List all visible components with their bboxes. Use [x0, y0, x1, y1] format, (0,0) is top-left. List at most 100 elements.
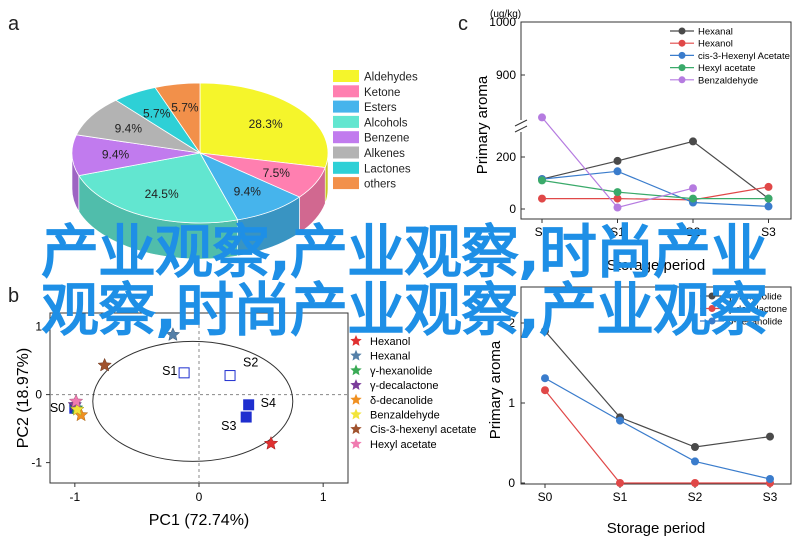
- series-point: [689, 137, 697, 146]
- x-tick-label: -1: [69, 490, 80, 504]
- y-tick-label: 2: [508, 316, 515, 330]
- x-tick-label: S0: [538, 490, 553, 504]
- series-point: [541, 386, 549, 395]
- legend-label: Aldehydes: [364, 72, 418, 84]
- legend-marker: [678, 76, 686, 84]
- x-axis-title: Storage period: [607, 520, 705, 537]
- overlay-text-line-1: 产业观察,产业观察,时尚产业: [40, 218, 768, 286]
- legend-label: δ-decanolide: [728, 317, 782, 328]
- legend-star: [350, 423, 362, 435]
- x-tick-label: 1: [320, 490, 327, 504]
- sample-label: S2: [243, 356, 258, 370]
- legend-label: γ-hexanolide: [370, 365, 432, 377]
- legend-label: Lactones: [364, 163, 411, 175]
- legend-label: cis-3-Hexenyl Acetate: [698, 51, 790, 62]
- y-tick-label: 0: [508, 476, 515, 490]
- legend-label: Cis-3-hexenyl acetate: [370, 424, 476, 436]
- x-tick-label: 0: [196, 490, 203, 504]
- loading-point: [165, 327, 181, 341]
- series-point: [541, 327, 549, 335]
- x-axis-title: Storage period: [607, 257, 705, 274]
- series-point: [541, 374, 549, 383]
- y-tick-label: -1: [31, 456, 42, 470]
- legend-swatch: [333, 70, 359, 82]
- sample-point: [240, 411, 252, 423]
- series-point: [613, 156, 622, 165]
- legend-marker: [708, 292, 716, 300]
- pie-label: 7.5%: [263, 166, 291, 180]
- legend-marker: [678, 39, 686, 47]
- x-tick-label: S3: [761, 225, 776, 239]
- series-line: [544, 377, 771, 480]
- y-axis-title: PC2 (18.97%): [15, 348, 32, 449]
- series-point: [613, 188, 622, 197]
- legend-marker: [678, 51, 686, 59]
- pie-slice-benzene: [71, 134, 201, 177]
- pie-slice-alcohols: [78, 152, 239, 224]
- series-line: [544, 389, 770, 484]
- pie-slice-aldehydes: [199, 82, 329, 168]
- legend-star: [350, 349, 362, 361]
- loading-point: [70, 401, 85, 416]
- series-point: [538, 113, 546, 122]
- series-point: [689, 194, 697, 203]
- legend-swatch: [333, 100, 359, 113]
- legend-swatch: [333, 177, 359, 190]
- pie-label: 5.7%: [171, 101, 199, 115]
- sample-label: S3: [221, 419, 236, 433]
- series-line: [542, 186, 769, 201]
- x-tick-label: S0: [535, 225, 550, 239]
- axis-break: [514, 119, 528, 127]
- pie-label: 9.4%: [115, 122, 143, 136]
- unit-label: (ug/kg): [490, 9, 521, 20]
- legend-label: Alkenes: [364, 148, 405, 160]
- series-point: [766, 432, 774, 441]
- loading-point: [263, 435, 279, 450]
- legend-label: Hexanal: [698, 27, 733, 38]
- y-tick-label: 1: [508, 396, 515, 410]
- overlay-text-line-2: 观察,时尚产业观察,产业观察: [40, 276, 768, 344]
- series-point: [538, 176, 546, 185]
- loading-point: [97, 357, 112, 372]
- pie-label: 9.4%: [102, 148, 130, 162]
- pie-chart: 28.3%7.5%9.4%24.5%9.4%9.4%5.7% 5.7%: [71, 82, 329, 260]
- line-chart-bottom: 2 1 0 S0 S1 S2 S3 Storage period Primary aroma γ-…: [487, 286, 792, 537]
- pie-slice-esters: [199, 152, 301, 221]
- sample-label: S0: [50, 401, 65, 415]
- series-point: [538, 194, 546, 203]
- x-tick-label: S3: [763, 490, 778, 504]
- legend-label: Hexanol: [370, 336, 410, 348]
- sample-label: S4: [261, 396, 276, 410]
- x-tick-label: S1: [613, 490, 628, 504]
- legend-label: Hexanal: [370, 351, 410, 363]
- pie-label: 9.4%: [234, 184, 262, 198]
- x-tick-label: S2: [688, 490, 703, 504]
- y-tick-label: 0: [35, 388, 42, 402]
- legend-label: others: [364, 179, 396, 191]
- legend-star: [350, 437, 362, 449]
- series-point: [764, 202, 773, 211]
- sample-point: [243, 399, 255, 411]
- legend-swatch: [333, 115, 359, 128]
- series-point: [691, 443, 699, 451]
- legend-label: Hexyl acetate: [370, 439, 437, 451]
- legend-label: Benzaldehyde: [370, 410, 440, 422]
- y-tick-label: 1000: [489, 15, 516, 29]
- y-tick-label: 200: [496, 150, 516, 164]
- y-axis-title: Primary aroma: [487, 340, 504, 439]
- pie-legend: Aldehydes Ketone Esters Alcohols Benzene Alke…: [333, 70, 418, 191]
- panel-label-b: b: [8, 285, 19, 307]
- y-tick-label: 1: [35, 320, 42, 334]
- series-line: [541, 170, 769, 207]
- legend-star: [350, 364, 362, 376]
- sample-point: [224, 370, 236, 382]
- series-point: [691, 479, 699, 487]
- series-point: [613, 167, 622, 176]
- pca-plot: -1 0 1 1 0 -1 PC1 (72.74%) PC2 (18.97%) S0 S1 S2 S3…: [15, 312, 349, 529]
- legend-star: [350, 379, 362, 390]
- series-point: [613, 203, 622, 212]
- series-point: [689, 184, 697, 193]
- pie-slice-alkenes: [75, 99, 201, 154]
- series-point: [616, 416, 624, 425]
